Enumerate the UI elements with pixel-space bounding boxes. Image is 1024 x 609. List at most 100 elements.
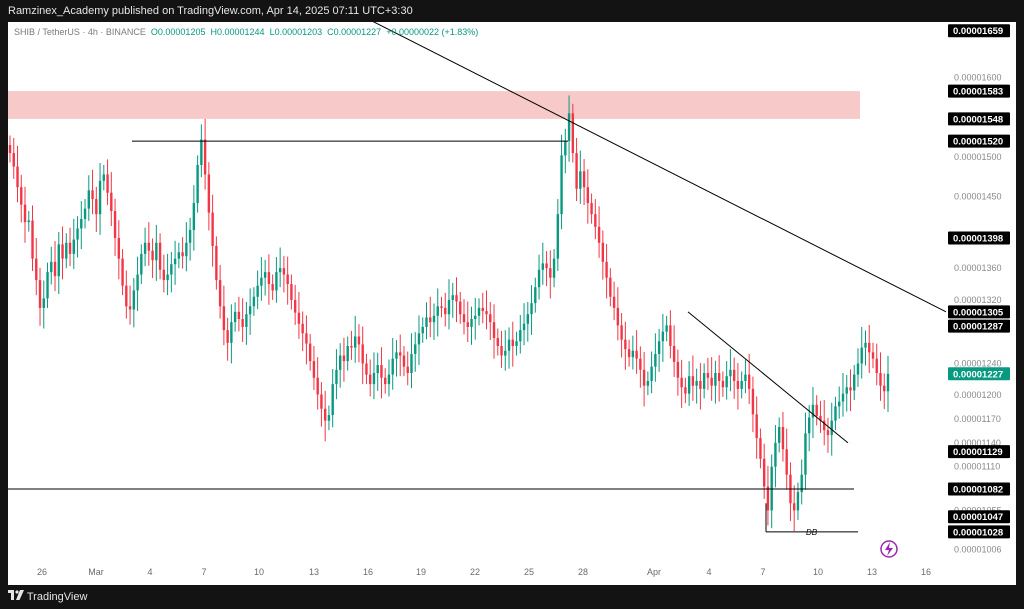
- y-tick-label: 0.00001240: [954, 358, 1002, 368]
- candle-body: [357, 336, 361, 345]
- candle-body: [271, 284, 274, 291]
- candle-body: [886, 373, 890, 392]
- candle-body: [500, 346, 503, 356]
- candle-body: [230, 322, 233, 343]
- price-label: 0.00001659: [953, 26, 1003, 37]
- price-chart[interactable]: DB 0.00001600 0.00001500 0.00001450 0.000013…: [8, 22, 1016, 585]
- candle-body: [132, 290, 136, 310]
- candle-body: [823, 420, 826, 431]
- candle-body: [417, 333, 421, 345]
- candle-body: [335, 369, 338, 385]
- candle-body: [567, 113, 571, 142]
- flash-bolt: [885, 542, 893, 556]
- candle-body: [706, 373, 710, 378]
- candle-body: [504, 350, 507, 356]
- candle-body: [774, 442, 777, 467]
- candle-body: [729, 369, 732, 377]
- candle-body: [166, 274, 169, 281]
- x-tick-label: 25: [524, 567, 534, 577]
- candle-body: [372, 373, 376, 385]
- candle-body: [620, 325, 623, 340]
- candle-body: [687, 376, 691, 394]
- current-price-box: [948, 367, 1010, 381]
- candle-body: [252, 296, 256, 307]
- x-tick-label: 7: [760, 567, 765, 577]
- candle-body: [642, 369, 646, 386]
- candle-body: [207, 174, 211, 213]
- candle-body: [414, 344, 417, 354]
- candle-body: [860, 347, 863, 364]
- candle-body: [155, 242, 158, 261]
- candle-body: [151, 250, 154, 261]
- candle-body: [781, 427, 785, 450]
- close-value: C0.00001227: [327, 27, 382, 37]
- candle-body: [65, 242, 68, 259]
- price-label: 0.00001583: [953, 87, 1003, 98]
- candle-body: [702, 373, 706, 389]
- candle-body: [534, 287, 537, 304]
- candle-body: [140, 253, 143, 275]
- candle-body: [121, 258, 124, 286]
- candle-body: [98, 180, 102, 215]
- price-label-box: [948, 319, 1010, 333]
- candle-body: [710, 377, 713, 386]
- candle-body: [282, 268, 286, 275]
- candle-body: [406, 366, 409, 373]
- candle-body: [492, 322, 496, 339]
- candle-body: [215, 245, 218, 281]
- low-value: L0.00001203: [269, 27, 323, 37]
- candle-body: [545, 263, 548, 269]
- candle-body: [245, 314, 248, 327]
- chart-area[interactable]: DB 0.00001600 0.00001500 0.00001450 0.000013…: [8, 22, 1016, 585]
- candle-body: [162, 269, 166, 281]
- candle-body: [853, 374, 856, 391]
- candle-body: [376, 365, 379, 373]
- candle-body: [20, 187, 23, 205]
- candle-body: [312, 361, 316, 378]
- y-tick-label: 0.00001110: [954, 462, 1000, 472]
- price-label: 0.00001287: [953, 322, 1003, 333]
- high-value: H0.00001244: [210, 27, 265, 37]
- y-tick-label: 0.00001500: [954, 152, 1002, 162]
- price-label: 0.00001305: [953, 307, 1004, 318]
- candle-body: [556, 214, 560, 259]
- candle-body: [552, 258, 556, 278]
- candle-body: [177, 252, 181, 259]
- candle-body: [747, 374, 751, 389]
- candle-body: [218, 280, 222, 307]
- candle-body: [672, 346, 676, 362]
- candle-body: [560, 155, 563, 215]
- candle-body: [601, 242, 605, 262]
- candle-body: [875, 358, 878, 373]
- candle-body: [346, 346, 349, 362]
- candle-body: [301, 323, 304, 334]
- price-label-box: [948, 134, 1010, 148]
- candle-body: [834, 406, 837, 421]
- candle-body: [158, 242, 162, 270]
- footer-bar: TradingView: [0, 585, 1024, 609]
- candle-body: [305, 333, 308, 344]
- candle-body: [391, 358, 394, 375]
- candle-body: [23, 204, 27, 223]
- candle-body: [575, 153, 578, 189]
- candle-body: [717, 373, 721, 381]
- candle-body: [451, 295, 454, 300]
- candle-body: [196, 164, 199, 204]
- candle-body: [31, 220, 34, 259]
- candle-body: [661, 331, 665, 342]
- x-tick-label: 4: [147, 567, 152, 577]
- candle-body: [883, 385, 886, 392]
- x-tick-label: 13: [867, 567, 877, 577]
- candle-body: [350, 346, 353, 348]
- x-tick-label: 22: [470, 567, 480, 577]
- price-label: 0.00001047: [953, 512, 1003, 523]
- candle-body: [804, 433, 807, 475]
- candle-body: [203, 139, 207, 175]
- candle-body: [740, 380, 743, 389]
- publish-header: Ramzinex_Academy published on TradingVie…: [0, 0, 1024, 22]
- price-label-box: [948, 525, 1010, 539]
- candle-body: [485, 311, 488, 315]
- candle-body: [188, 230, 192, 243]
- candle-body: [106, 174, 109, 193]
- candle-body: [102, 174, 106, 181]
